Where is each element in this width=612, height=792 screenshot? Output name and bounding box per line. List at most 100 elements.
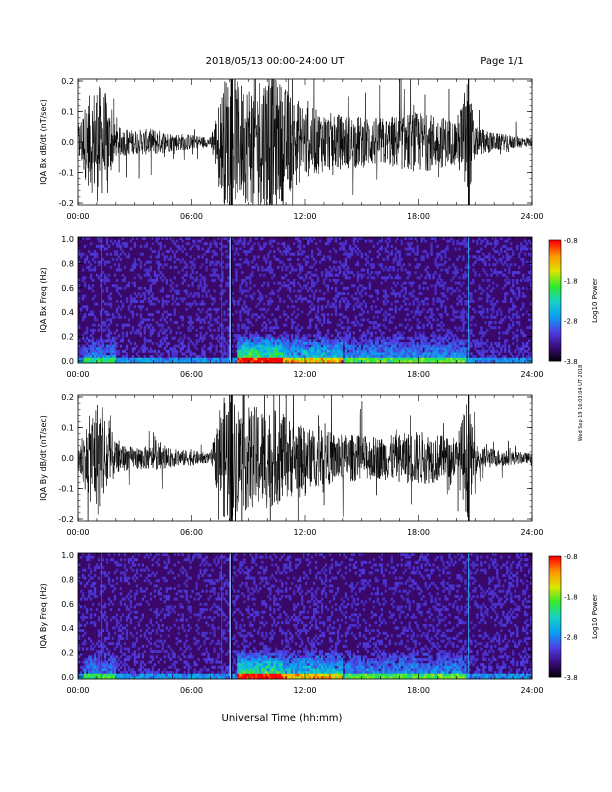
spectrogram-cell [382,318,385,322]
spectrogram-cell [243,260,246,264]
spectrogram-cell [249,239,252,243]
spectrogram-cell [394,292,397,296]
spectrogram-cell [520,347,523,351]
spectrogram-cell [113,349,117,353]
spectrogram-cell [107,642,111,646]
spectrogram-cell [382,360,385,364]
spectrogram-cell [508,310,511,314]
spectrogram-cell [422,258,425,261]
spectrogram-cell [165,281,168,285]
spectrogram-cell [189,273,192,277]
spectrogram-cell [338,342,342,345]
colorbar-swatch [549,308,561,311]
spectrogram-cell [358,284,362,288]
spectrogram-cell [510,326,513,330]
spectrogram-cell [490,268,493,272]
spectrogram-cell [460,352,463,356]
spectrogram-cell [89,584,93,588]
spectrogram-cell [526,360,529,364]
spectrogram-cell [97,639,101,643]
spectrogram-cell [396,357,399,361]
spectrogram-cell [185,289,188,293]
spectrogram-cell [420,292,423,296]
spectrogram-cell [201,326,204,330]
spectrogram-cell [103,584,107,588]
spectrogram-cell [123,242,127,246]
spectrogram-cell [356,297,360,301]
spectrogram-cell [400,265,403,269]
spectrogram-cell [492,349,495,353]
spectrogram-cell [111,258,115,261]
spectrogram-cell [430,349,433,353]
spectrogram-cell [119,244,123,248]
spectrogram-cell [297,328,300,332]
spectrogram-cell [299,289,302,293]
spectrogram-cell [382,352,385,356]
spectrogram-cell [376,352,379,356]
spectrogram-cell [215,347,218,351]
spectrogram-cell [448,331,451,335]
spectrogram-cell [484,342,487,345]
spectrogram-cell [93,589,97,593]
spectrogram-cell [394,307,397,311]
spectrogram-cell [344,315,348,319]
spectrogram-cell [402,357,405,361]
spectrogram-cell [504,349,507,353]
spectrogram-cell [508,265,511,269]
spectrogram-cell [352,239,356,243]
spectrogram-cell [101,271,105,275]
spectrogram-cell [458,242,461,246]
spectrogram-cell [408,292,411,296]
spectrogram-cell [342,286,346,290]
spectrogram-cell [398,307,401,311]
spectrogram-cell [137,305,141,309]
spectrogram-cell [185,302,188,306]
spectrogram-cell [466,328,469,332]
spectrogram-cell [480,331,483,335]
spectrogram-cell [245,284,248,288]
spectrogram-cell [354,292,358,296]
spectrogram-cell [143,344,146,348]
spectrogram-cell [233,334,236,338]
spectrogram-cell [410,342,413,345]
spectrogram-cell [99,571,103,575]
spectrogram-cell [492,352,495,356]
spectrogram-cell [334,237,338,240]
spectrogram-cell [205,294,208,298]
spectrogram-cell [322,292,326,296]
spectrogram-cell [181,300,184,303]
spectrogram-cell [448,352,451,356]
spectrogram-cell [338,344,342,348]
spectrogram-cell [79,255,83,259]
spectrogram-cell [406,313,409,317]
spectrogram-cell [117,255,121,259]
spectrogram-cell [452,360,455,364]
spectrogram-cell [89,621,93,625]
spectrogram-cell [476,342,479,345]
y-tick-label: -0.2 [58,199,74,208]
spectrogram-cell [432,273,435,277]
spectrogram-cell [197,318,200,322]
spectrogram-cell [386,355,389,359]
spectrogram-cell [312,297,316,301]
spectrogram-cell [384,357,387,361]
spectrogram-cell [227,326,230,330]
spectrogram-cell [356,260,360,264]
spectrogram-cell [400,342,403,345]
spectrogram-cell [137,258,141,261]
spectrogram-cell [448,239,451,243]
spectrogram-cell [416,323,419,327]
spectrogram-cell [163,255,166,259]
spectrogram-cell [241,360,244,364]
spectrogram-cell [149,339,152,343]
spectrogram-cell [199,284,202,288]
spectrogram-cell [378,349,381,353]
spectrogram-cell [312,349,316,353]
spectrogram-cell [458,352,461,356]
spectrogram-cell [161,360,164,364]
spectrogram-cell [518,292,521,296]
spectrogram-cell [91,658,95,661]
spectrogram-cell [247,326,250,330]
spectrogram-cell [91,660,95,664]
spectrogram-cell [225,357,228,361]
